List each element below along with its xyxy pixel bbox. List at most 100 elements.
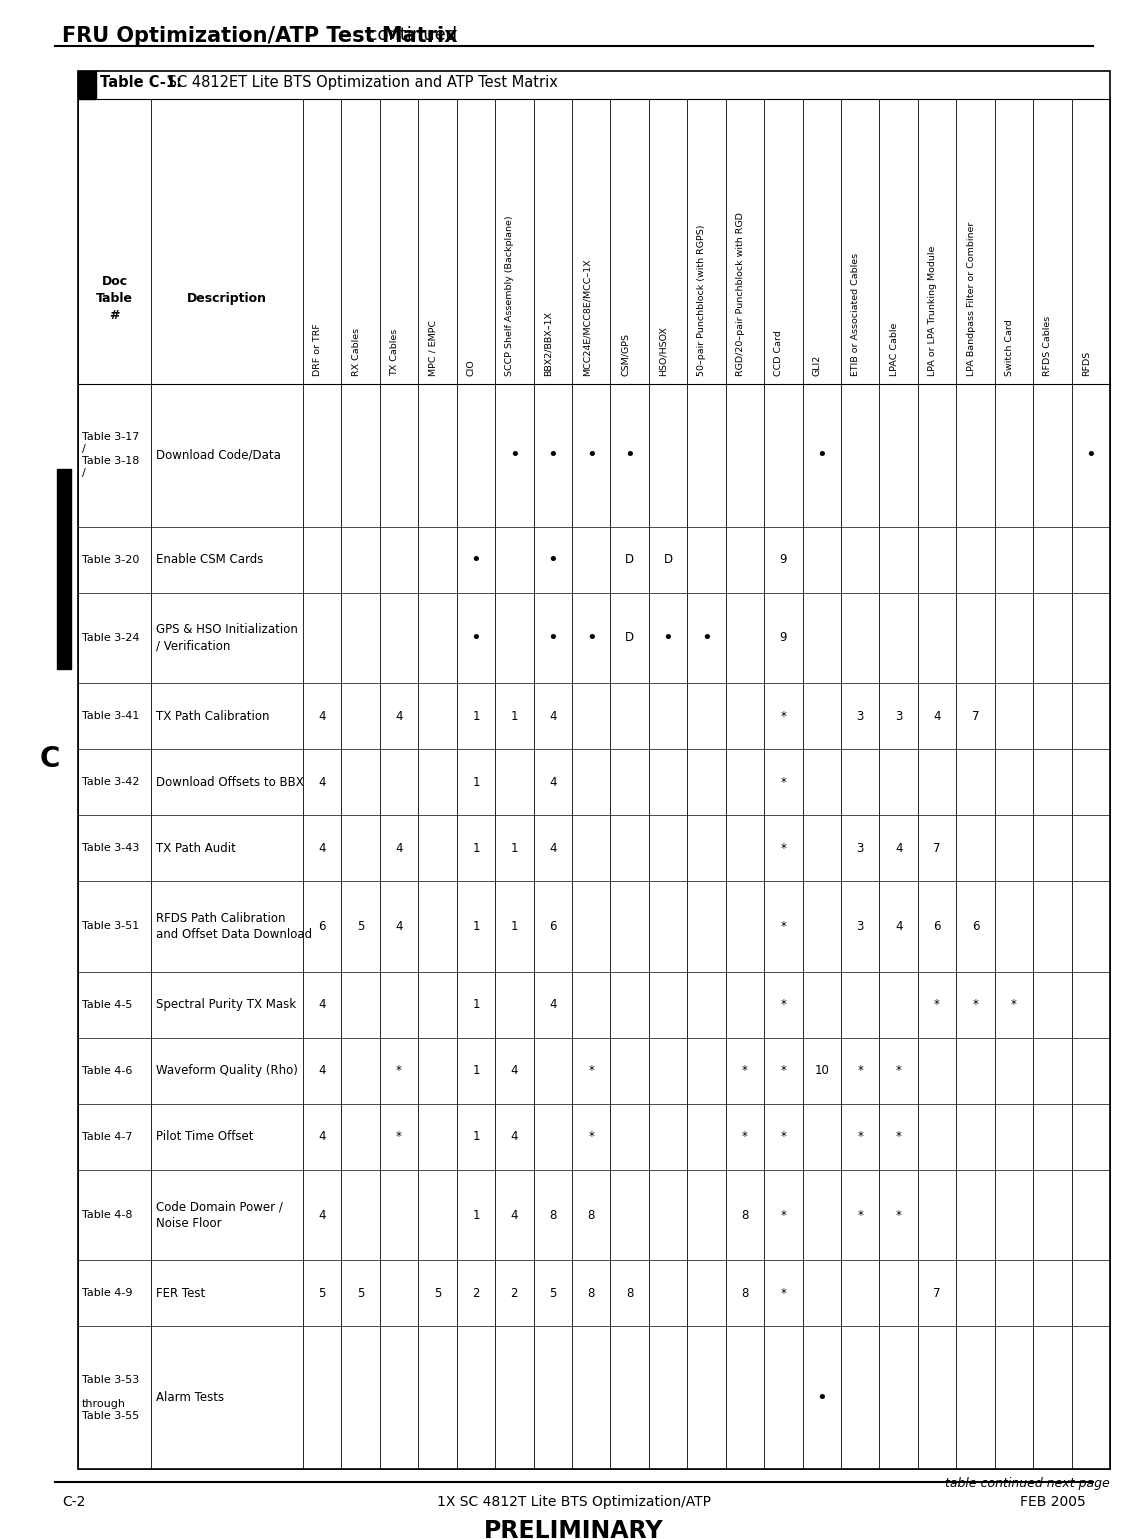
Text: 1X SC 4812T Lite BTS Optimization/ATP: 1X SC 4812T Lite BTS Optimization/ATP: [437, 1494, 711, 1510]
Text: Pilot Time Offset: Pilot Time Offset: [156, 1130, 254, 1143]
Text: 6: 6: [318, 920, 326, 933]
Text: 1: 1: [472, 842, 480, 854]
Text: 1: 1: [472, 920, 480, 933]
Text: •: •: [548, 629, 558, 646]
Text: 4: 4: [549, 776, 557, 788]
Text: Table 4-6: Table 4-6: [82, 1067, 132, 1076]
Text: 4: 4: [318, 1130, 326, 1143]
Text: •: •: [585, 446, 597, 465]
Text: *: *: [588, 1065, 595, 1077]
Text: 1: 1: [472, 1208, 480, 1222]
Text: 4: 4: [318, 1208, 326, 1222]
Text: *: *: [781, 1208, 786, 1222]
Text: LPA or LPA Trunking Module: LPA or LPA Trunking Module: [928, 246, 937, 376]
Text: CCD Card: CCD Card: [775, 331, 783, 376]
Text: C: C: [40, 745, 60, 773]
Text: *: *: [858, 1208, 863, 1222]
Text: 4: 4: [549, 999, 557, 1011]
Text: *: *: [895, 1130, 901, 1143]
Text: D: D: [625, 631, 634, 645]
Text: 3: 3: [856, 709, 864, 723]
Text: 6: 6: [971, 920, 979, 933]
Text: GPS & HSO Initialization
/ Verification: GPS & HSO Initialization / Verification: [156, 623, 297, 653]
Text: 8: 8: [742, 1287, 748, 1300]
Text: Table 3-20: Table 3-20: [82, 554, 139, 565]
Text: C-2: C-2: [62, 1494, 85, 1510]
Text: 5: 5: [357, 920, 364, 933]
Text: •: •: [625, 446, 635, 465]
Text: Download Code/Data: Download Code/Data: [156, 449, 281, 462]
Text: Code Domain Power /
Noise Floor: Code Domain Power / Noise Floor: [156, 1200, 282, 1230]
Text: LPAC Cable: LPAC Cable: [890, 323, 899, 376]
Text: 4: 4: [933, 709, 941, 723]
Text: •: •: [509, 446, 520, 465]
Text: 6: 6: [549, 920, 557, 933]
Text: *: *: [396, 1130, 402, 1143]
Text: 4: 4: [549, 709, 557, 723]
Text: Table 3-43: Table 3-43: [82, 843, 139, 853]
Text: Table 3-17
/
Table 3-18
/: Table 3-17 / Table 3-18 /: [82, 432, 139, 479]
Text: *: *: [781, 1065, 786, 1077]
Text: 5: 5: [318, 1287, 326, 1300]
Text: 4: 4: [318, 776, 326, 788]
Text: Table 4-9: Table 4-9: [82, 1288, 132, 1299]
Text: 3: 3: [856, 920, 864, 933]
Text: Waveform Quality (Rho): Waveform Quality (Rho): [156, 1065, 297, 1077]
Text: *: *: [781, 1287, 786, 1300]
Text: *: *: [781, 776, 786, 788]
Text: Table 3-41: Table 3-41: [82, 711, 139, 722]
Text: •: •: [585, 629, 597, 646]
Text: *: *: [781, 1130, 786, 1143]
Text: Table 3-24: Table 3-24: [82, 633, 140, 643]
Text: 5: 5: [434, 1287, 441, 1300]
Text: Enable CSM Cards: Enable CSM Cards: [156, 553, 263, 566]
Text: 4: 4: [318, 999, 326, 1011]
Text: 2: 2: [472, 1287, 480, 1300]
Text: TX Cables: TX Cables: [390, 329, 400, 376]
Bar: [57, 469, 71, 669]
Text: Table 4-8: Table 4-8: [82, 1210, 132, 1220]
Text: 50–pair Punchblock (with RGPS): 50–pair Punchblock (with RGPS): [698, 225, 706, 376]
Text: 9: 9: [779, 631, 788, 645]
Text: Table 4-7: Table 4-7: [82, 1131, 132, 1142]
Text: HSO/HSOX: HSO/HSOX: [659, 326, 668, 376]
Text: *: *: [858, 1130, 863, 1143]
Text: •: •: [548, 551, 558, 568]
Text: *: *: [934, 999, 940, 1011]
Text: 7: 7: [933, 842, 941, 854]
Text: 4: 4: [511, 1130, 518, 1143]
Text: 7: 7: [933, 1287, 941, 1300]
Text: DRF or TRF: DRF or TRF: [313, 323, 323, 376]
Text: ETIB or Associated Cables: ETIB or Associated Cables: [851, 252, 860, 376]
Text: Doc
Table
#: Doc Table #: [96, 274, 133, 322]
Text: BBX2/BBX–1X: BBX2/BBX–1X: [544, 311, 553, 376]
Text: MCC24E/MCC8E/MCC–1X: MCC24E/MCC8E/MCC–1X: [582, 259, 591, 376]
Text: D: D: [664, 553, 673, 566]
Text: RFDS: RFDS: [1081, 351, 1091, 376]
Text: CIO: CIO: [467, 359, 476, 376]
Text: •: •: [816, 1388, 828, 1407]
Text: Table 3-42: Table 3-42: [82, 777, 140, 786]
Text: *: *: [781, 709, 786, 723]
Text: *: *: [858, 1065, 863, 1077]
Text: *: *: [781, 920, 786, 933]
Text: 7: 7: [971, 709, 979, 723]
Text: PRELIMINARY: PRELIMINARY: [484, 1519, 664, 1539]
Text: 1: 1: [511, 920, 518, 933]
Text: 4: 4: [395, 709, 403, 723]
Text: 4: 4: [511, 1208, 518, 1222]
Text: *: *: [742, 1130, 747, 1143]
Text: LPA Bandpass Filter or Combiner: LPA Bandpass Filter or Combiner: [967, 222, 976, 376]
Text: 8: 8: [626, 1287, 634, 1300]
Text: 1: 1: [472, 1130, 480, 1143]
Text: 9: 9: [779, 553, 788, 566]
Text: 6: 6: [933, 920, 941, 933]
Text: 1: 1: [511, 842, 518, 854]
Text: •: •: [701, 629, 712, 646]
Text: SCCP Shelf Assembly (Backplane): SCCP Shelf Assembly (Backplane): [505, 215, 514, 376]
Text: FRU Optimization/ATP Test Matrix: FRU Optimization/ATP Test Matrix: [62, 26, 458, 46]
Text: •: •: [471, 629, 481, 646]
Text: RFDS Cables: RFDS Cables: [1044, 315, 1053, 376]
Text: D: D: [625, 553, 634, 566]
Text: 4: 4: [395, 920, 403, 933]
